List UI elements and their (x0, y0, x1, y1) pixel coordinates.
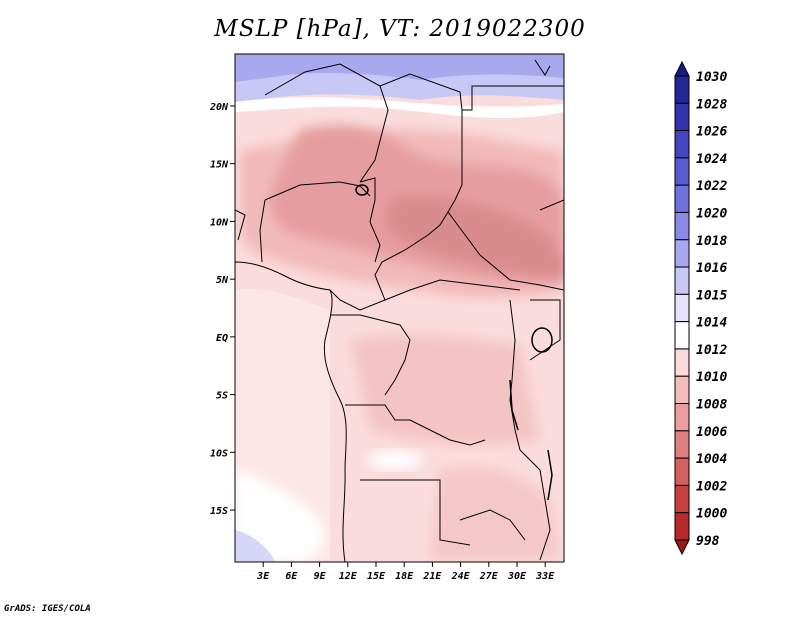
colorbar-segment (674, 348, 690, 377)
colorbar-label: 1030 (696, 70, 727, 85)
border-zambia-zimbabwe (459, 509, 526, 541)
colorbar-label: 1014 (696, 316, 727, 331)
chart-title: MSLP [hPa], VT: 2019022300 (214, 16, 586, 42)
colorbar-label: 1015 (696, 288, 727, 303)
colorbar-label: 1018 (696, 234, 727, 249)
border-chad-car (374, 184, 463, 301)
colorbar-label: 1000 (696, 507, 727, 522)
lon-tick-label: 27E (479, 571, 499, 582)
lake-tanganyika (509, 379, 519, 431)
colorbar-segment (674, 102, 690, 132)
border-congo (330, 314, 411, 396)
lat-tick-label: 10S (210, 448, 228, 459)
colorbar-label: 1020 (696, 206, 727, 221)
field-1010-south (430, 466, 560, 560)
border-cameroon-car (329, 279, 521, 311)
lake-malawi (547, 449, 553, 501)
colorbar-label: 998 (696, 534, 720, 549)
lon-tick-label: 3E (256, 571, 270, 582)
lat-tick-label: EQ (216, 333, 228, 344)
lat-axis: 20N 15N 10N 5N EQ 5S 10S 15S (209, 102, 235, 517)
border-uganda (529, 299, 561, 361)
colorbar-label: 1012 (696, 343, 727, 358)
border-ethiopia (539, 199, 564, 211)
field-1018 (235, 54, 564, 82)
field-1016-southwest (235, 530, 275, 562)
lon-tick-label: 9E (314, 571, 327, 582)
lon-tick-label: 15E (367, 571, 386, 582)
lon-tick-label: 21E (422, 571, 442, 582)
border-sinai (534, 59, 551, 76)
colorbar-bottom-arrow (674, 539, 690, 556)
field-1014-band-north (235, 97, 564, 119)
borders (235, 59, 564, 562)
border-angola-zambia (360, 479, 471, 546)
border-west-coast (235, 209, 246, 241)
colorbar-segment (674, 484, 690, 514)
lon-axis: 3E 6E 9E 12E 15E 18E 21E 24E 27E 30E 33E (256, 562, 555, 582)
colorbar-label: 1016 (696, 261, 727, 276)
lake-victoria (531, 327, 553, 353)
lake-chad (355, 184, 369, 196)
lon-tick-label: 18E (395, 571, 414, 582)
border-niger-nigeria (264, 181, 371, 201)
colorbar-label: 1028 (696, 97, 727, 112)
field-1006 (385, 195, 564, 278)
border-drc-angola (345, 404, 486, 446)
pressure-field (235, 54, 564, 562)
colorbar-segment (674, 130, 690, 159)
lon-tick-label: 24E (451, 571, 471, 582)
grads-credit: GrADS: IGES/COLA (4, 604, 91, 614)
lat-tick-label: 15S (210, 506, 228, 517)
colorbar-label: 1024 (696, 152, 727, 167)
colorbar-segment (674, 75, 690, 104)
field-1014-patch (367, 450, 423, 470)
lon-tick-label: 33E (535, 571, 555, 582)
colorbar-segment (674, 321, 690, 350)
colorbar: 1030 1028 1026 1024 1022 1020 1018 1016 1015 1014… (674, 60, 727, 556)
colorbar-segment (674, 211, 690, 241)
map-frame (234, 53, 565, 563)
colorbar-label: 1002 (696, 479, 727, 494)
lat-tick-label: 15N (210, 160, 229, 171)
lakes (355, 184, 553, 501)
colorbar-label: 1026 (696, 125, 727, 140)
colorbar-segment (674, 157, 690, 186)
border-niger-chad (359, 177, 381, 263)
colorbar-label: 1006 (696, 425, 727, 440)
colorbar-segment (674, 239, 690, 268)
coastline-west (235, 261, 347, 562)
colorbar-top-arrow (674, 60, 690, 77)
colorbar-label: 1022 (696, 179, 727, 194)
border-egypt-sudan (462, 85, 564, 111)
colorbar-label: 1008 (696, 398, 727, 413)
border-libya-chad (379, 73, 463, 185)
lon-tick-label: 30E (507, 571, 527, 582)
lat-tick-label: 5N (216, 275, 229, 286)
lat-tick-label: 20N (209, 102, 229, 113)
colorbar-label: 1010 (696, 370, 727, 385)
lon-tick-label: 12E (339, 571, 358, 582)
colorbar-segment (674, 184, 690, 213)
colorbar-segment (674, 375, 690, 405)
border-car-sudan (447, 211, 564, 291)
colorbar-segment (674, 293, 690, 323)
field-1015-southwest (235, 470, 324, 562)
colorbar-segment (674, 430, 690, 459)
lon-tick-label: 6E (285, 571, 298, 582)
field-1010-congo (350, 334, 540, 446)
colorbar-segment (674, 512, 690, 541)
colorbar-label: 1004 (696, 452, 727, 467)
colorbar-segment (674, 266, 690, 295)
border-mozambique (519, 449, 551, 561)
colorbar-segment (674, 403, 690, 432)
border-benin (259, 199, 266, 263)
lat-tick-label: 5S (216, 391, 228, 402)
colorbar-segment (674, 457, 690, 486)
lat-tick-label: 10N (210, 217, 229, 228)
